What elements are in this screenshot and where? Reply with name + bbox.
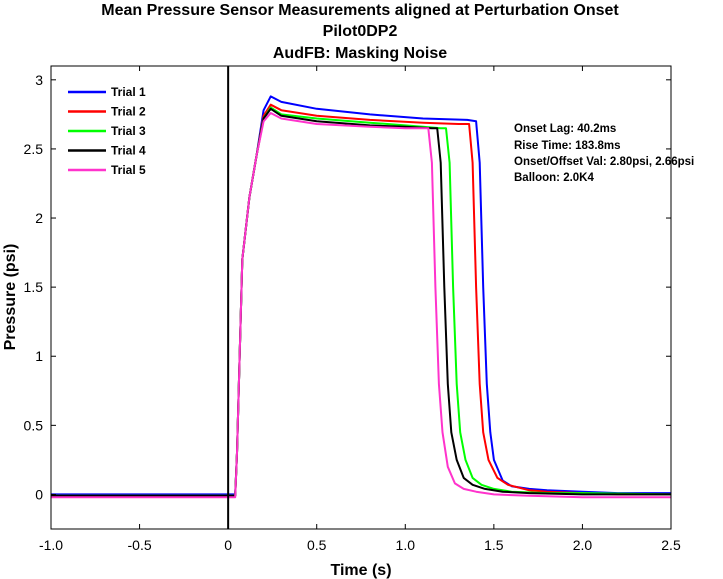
legend-label-trial-4: Trial 4 bbox=[111, 144, 146, 158]
x-tick-label: -0.5 bbox=[128, 537, 152, 553]
x-tick-label: -1.0 bbox=[39, 537, 63, 553]
plot-area bbox=[51, 66, 671, 529]
chart-title-line-1: Mean Pressure Sensor Measurements aligne… bbox=[101, 2, 619, 19]
x-tick-label: 2.5 bbox=[661, 537, 681, 553]
x-tick-label: 2.0 bbox=[573, 537, 593, 553]
y-tick-label: 1.5 bbox=[24, 279, 44, 295]
chart-title-line-3: AudFB: Masking Noise bbox=[273, 45, 447, 62]
legend: Trial 1 Trial 2 Trial 3 Trial 4 Trial 5 bbox=[68, 85, 146, 177]
annotation-balloon: Balloon: 2.0K4 bbox=[514, 172, 594, 184]
y-tick-label: 1 bbox=[35, 348, 43, 364]
y-tick-label: 2.5 bbox=[24, 141, 44, 157]
annotation-rise-time: Rise Time: 183.8ms bbox=[514, 140, 621, 152]
chart-title-line-2: Pilot0DP2 bbox=[323, 23, 398, 40]
y-tick-label: 3 bbox=[35, 72, 43, 88]
series-line-trial-5 bbox=[51, 112, 671, 499]
axes-box bbox=[50, 65, 672, 530]
y-tick-label: 0 bbox=[35, 486, 43, 502]
legend-label-trial-2: Trial 2 bbox=[111, 105, 146, 119]
y-axis-label: Pressure (psi) bbox=[2, 244, 19, 351]
y-ticks: 0 0.5 1 1.5 2 2.5 3 bbox=[24, 72, 671, 502]
annotation-onset-offset: Onset/Offset Val: 2.80psi, 2.66psi bbox=[514, 156, 694, 168]
y-tick-label: 2 bbox=[35, 210, 43, 226]
annotation-onset-lag: Onset Lag: 40.2ms bbox=[514, 123, 616, 135]
legend-label-trial-5: Trial 5 bbox=[111, 163, 146, 177]
x-tick-label: 1.5 bbox=[484, 537, 504, 553]
x-tick-label: 0.5 bbox=[307, 537, 327, 553]
y-tick-label: 0.5 bbox=[24, 417, 44, 433]
legend-label-trial-3: Trial 3 bbox=[111, 124, 146, 138]
legend-label-trial-1: Trial 1 bbox=[111, 85, 146, 99]
x-tick-label: 1.0 bbox=[396, 537, 416, 553]
x-tick-label: 0 bbox=[224, 537, 232, 553]
x-axis-label: Time (s) bbox=[330, 562, 391, 579]
series-layer bbox=[51, 95, 672, 499]
annotation-block: Onset Lag: 40.2ms Rise Time: 183.8ms Ons… bbox=[514, 123, 694, 184]
x-ticks: -1.0 -0.5 0 0.5 1.0 1.5 2.0 2.5 bbox=[39, 66, 681, 553]
